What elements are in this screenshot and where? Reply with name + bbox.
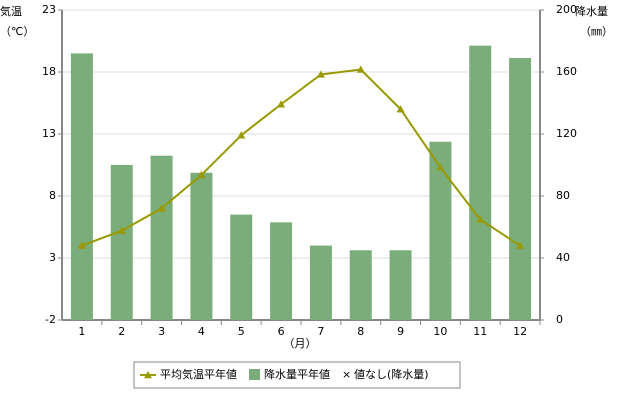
marker xyxy=(356,65,365,73)
y-axis-title: 気温 xyxy=(0,4,22,18)
y2-tick-label: 0 xyxy=(556,313,563,326)
x-tick-label: 1 xyxy=(78,325,85,338)
marker xyxy=(77,241,86,249)
y2-tick-label: 160 xyxy=(556,65,577,78)
legend-swatch xyxy=(249,369,260,380)
x-tick-label: 7 xyxy=(317,325,324,338)
x-tick-label: 10 xyxy=(433,325,447,338)
bar xyxy=(270,222,293,320)
x-tick-label: 8 xyxy=(357,325,364,338)
y-tick-label: 23 xyxy=(42,3,56,16)
bar xyxy=(230,214,253,320)
bar xyxy=(150,155,173,320)
y2-tick-label: 80 xyxy=(556,189,570,202)
legend-label: 降水量平年値 xyxy=(264,367,330,381)
marker xyxy=(277,100,286,108)
y2-tick-label: 120 xyxy=(556,127,577,140)
x-tick-label: 12 xyxy=(513,325,527,338)
x-tick-label: 2 xyxy=(118,325,125,338)
x-tick-label: 5 xyxy=(238,325,245,338)
bar xyxy=(429,141,452,320)
y-tick-label: -2 xyxy=(45,313,56,326)
marker xyxy=(476,215,485,223)
bar xyxy=(349,250,372,320)
marker xyxy=(157,204,166,212)
marker xyxy=(197,170,206,179)
bar xyxy=(70,53,93,321)
line xyxy=(81,68,521,247)
y2-tick-label: 200 xyxy=(556,3,577,16)
y-tick-label: 3 xyxy=(49,251,56,264)
y-axis-unit: （℃） xyxy=(0,25,34,38)
y2-tick-label: 40 xyxy=(556,251,570,264)
marker xyxy=(117,226,126,234)
marker xyxy=(396,105,405,113)
legend-missing-marker: × xyxy=(342,368,351,381)
x-tick-label: 11 xyxy=(473,325,487,338)
x-tick-label: 4 xyxy=(198,325,205,338)
bar xyxy=(389,250,412,320)
x-tick-label: 3 xyxy=(158,325,165,338)
y-tick-label: 13 xyxy=(42,127,56,140)
marker xyxy=(316,70,325,78)
legend-label: 平均気温平年値 xyxy=(160,367,237,381)
y2-axis-unit: （㎜） xyxy=(580,25,613,38)
y-tick-label: 8 xyxy=(49,189,56,202)
legend-label: 値なし(降水量) xyxy=(354,367,429,381)
y2-axis-title: 降水量 xyxy=(575,4,608,18)
bar xyxy=(110,165,133,320)
marker xyxy=(516,241,525,249)
x-tick-label: 6 xyxy=(278,325,285,338)
legend-marker xyxy=(144,371,152,379)
x-axis-title: （月） xyxy=(284,337,317,350)
bar xyxy=(509,58,532,321)
y-tick-label: 18 xyxy=(42,65,56,78)
bar xyxy=(469,45,492,321)
bar xyxy=(309,245,332,320)
x-tick-label: 9 xyxy=(397,325,404,338)
marker xyxy=(237,131,246,139)
bar xyxy=(190,172,213,320)
legend-box xyxy=(133,361,461,389)
marker xyxy=(436,163,445,171)
